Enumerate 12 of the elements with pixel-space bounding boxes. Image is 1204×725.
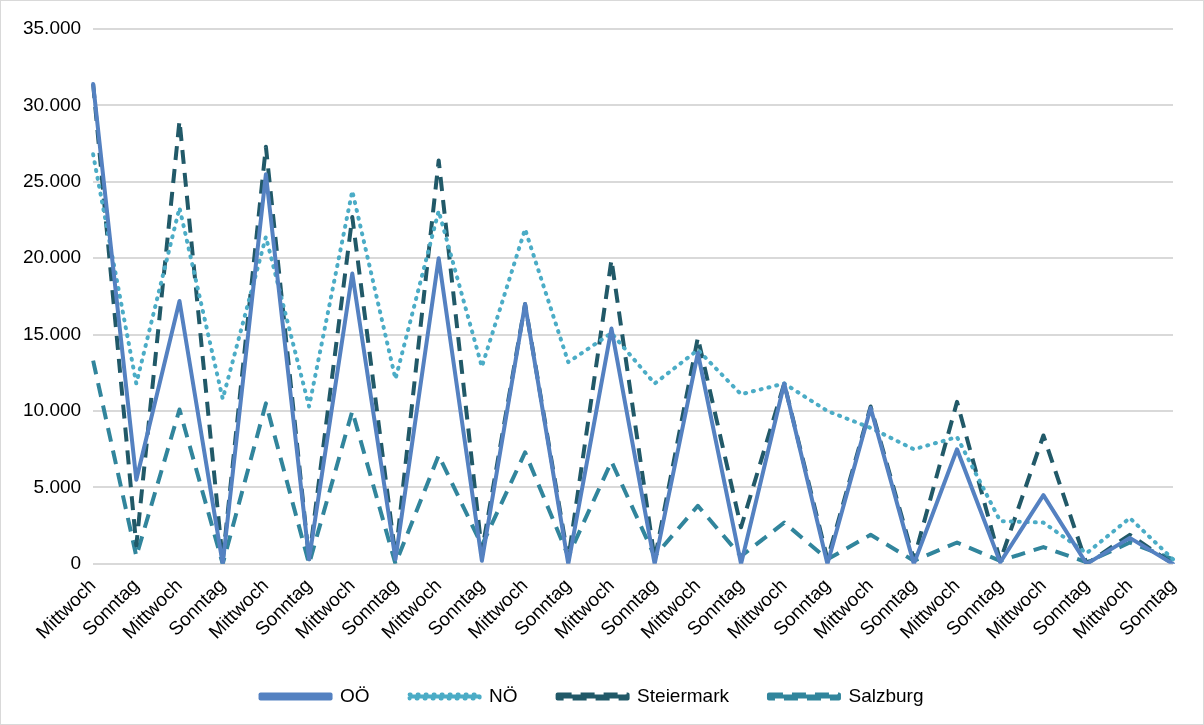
y-tick-label: 30.000 [22, 93, 82, 115]
legend-label: Steiermark [637, 684, 730, 706]
y-tick-label: 25.000 [22, 170, 82, 192]
y-tick-label: 35.000 [22, 17, 82, 39]
legend-label: NÖ [489, 684, 518, 706]
y-tick-label: 5.000 [33, 475, 82, 497]
y-tick-label: 20.000 [22, 246, 82, 268]
legend-label: Salzburg [848, 684, 924, 706]
y-tick-label: 10.000 [22, 399, 82, 421]
y-tick-label: 0 [70, 552, 82, 574]
y-tick-label: 15.000 [22, 322, 82, 344]
legend-label: OÖ [340, 684, 370, 706]
